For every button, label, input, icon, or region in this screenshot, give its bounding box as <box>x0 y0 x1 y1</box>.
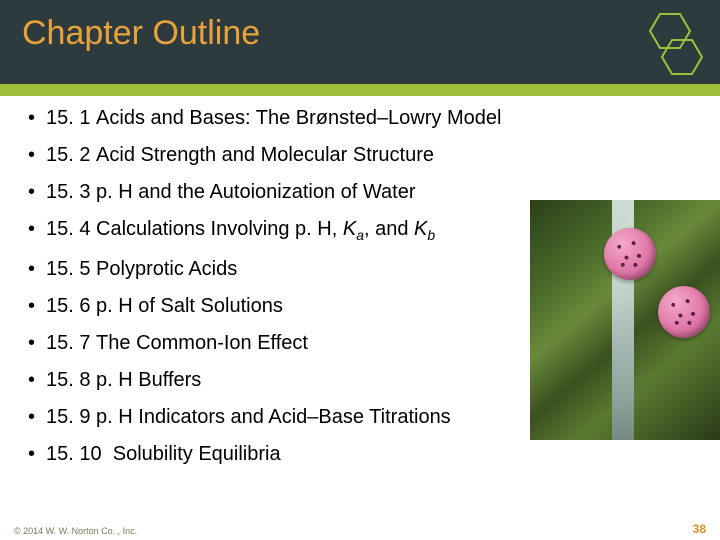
accent-bar <box>0 84 720 96</box>
outline-content: 15. 1 Acids and Bases: The Brønsted–Lowr… <box>28 108 692 464</box>
outline-item-text: Polyprotic Acids <box>96 258 237 280</box>
outline-item-number: 15. 6 <box>46 295 90 317</box>
outline-item-text: p. H Indicators and Acid–Base Titrations <box>96 406 451 428</box>
outline-item: 15. 6 p. H of Salt Solutions <box>28 296 692 316</box>
outline-list: 15. 1 Acids and Bases: The Brønsted–Lowr… <box>28 108 692 464</box>
outline-item: 15. 4 Calculations Involving p. H, Ka, a… <box>28 219 692 242</box>
outline-item: 15. 1 Acids and Bases: The Brønsted–Lowr… <box>28 108 692 128</box>
outline-item-text: p. H of Salt Solutions <box>96 295 283 317</box>
outline-item-number: 15. 10 <box>46 443 102 465</box>
outline-item: 15. 10 Solubility Equilibria <box>28 444 692 464</box>
outline-item-number: 15. 4 <box>46 218 90 240</box>
slide: Chapter Outline 15. 1 Acids and Bases: T… <box>0 0 720 540</box>
outline-item: 15. 5 Polyprotic Acids <box>28 259 692 279</box>
outline-item-number: 15. 1 <box>46 107 90 129</box>
hexagon-icon <box>630 10 704 78</box>
outline-item-number: 15. 9 <box>46 406 90 428</box>
copyright-text: © 2014 W. W. Norton Co. , Inc. <box>14 526 137 536</box>
outline-item-text: The Common-Ion Effect <box>96 332 308 354</box>
outline-item: 15. 2 Acid Strength and Molecular Struct… <box>28 145 692 165</box>
outline-item-text: Acid Strength and Molecular Structure <box>96 144 434 166</box>
outline-item-number: 15. 5 <box>46 258 90 280</box>
outline-item-text: Acids and Bases: The Brønsted–Lowry Mode… <box>96 107 501 129</box>
outline-item: 15. 3 p. H and the Autoionization of Wat… <box>28 182 692 202</box>
outline-item: 15. 7 The Common-Ion Effect <box>28 333 692 353</box>
outline-item: 15. 8 p. H Buffers <box>28 370 692 390</box>
outline-item-number: 15. 2 <box>46 144 90 166</box>
outline-item: 15. 9 p. H Indicators and Acid–Base Titr… <box>28 407 692 427</box>
outline-item-number: 15. 8 <box>46 369 90 391</box>
outline-item-text: Calculations Involving p. H, Ka, and Kb <box>96 218 435 240</box>
page-number: 38 <box>693 522 706 536</box>
outline-item-text: Solubility Equilibria <box>113 443 281 465</box>
outline-item-number: 15. 3 <box>46 181 90 203</box>
footer: © 2014 W. W. Norton Co. , Inc. 38 <box>0 520 720 540</box>
page-title: Chapter Outline <box>22 14 260 53</box>
outline-item-text: p. H and the Autoionization of Water <box>96 181 415 203</box>
outline-item-text: p. H Buffers <box>96 369 201 391</box>
outline-item-number: 15. 7 <box>46 332 90 354</box>
